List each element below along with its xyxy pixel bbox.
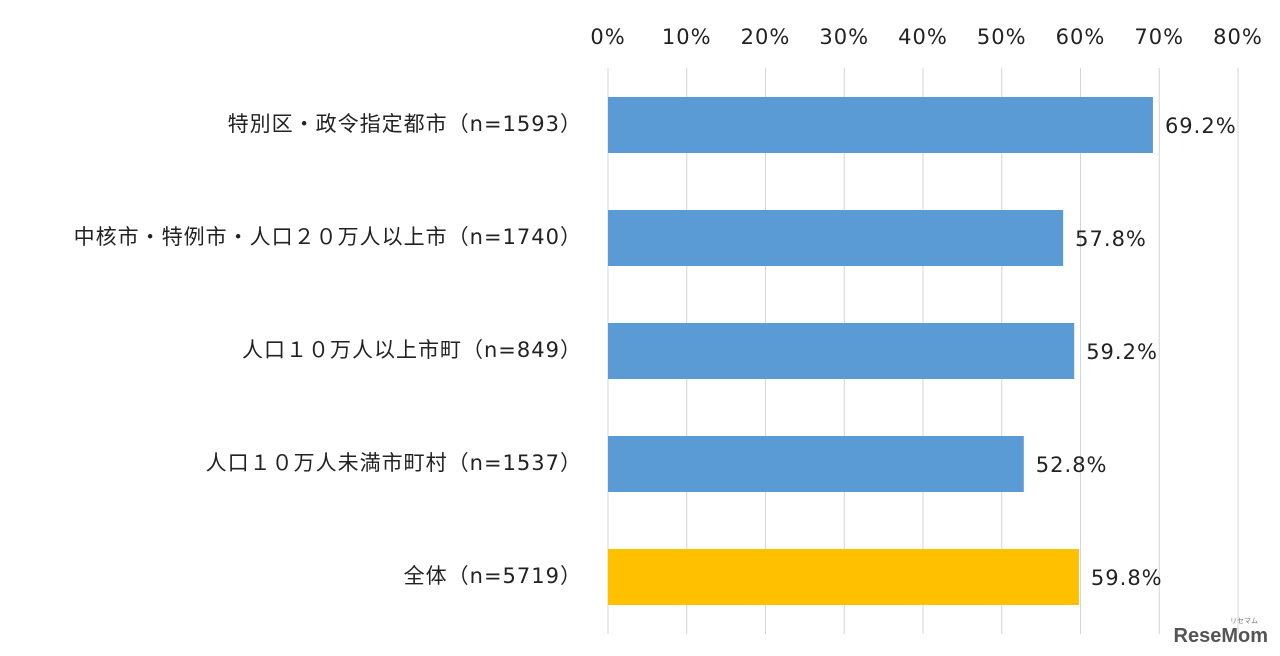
bar [608,549,1079,605]
watermark-logo: ReseMom [1173,625,1268,647]
category-label: 特別区・政令指定都市（n=1593） [228,112,582,136]
x-tick-label: 0% [590,25,625,49]
x-tick-label: 50% [977,25,1027,49]
bar [608,436,1024,492]
category-label: 全体（n=5719） [404,564,582,588]
x-tick-label: 30% [819,25,869,49]
bar [608,97,1153,153]
data-label: 57.8% [1075,227,1147,251]
x-tick-label: 20% [741,25,791,49]
x-tick-label: 10% [662,25,712,49]
category-label: 人口１０万人未満市町村（n=1537） [206,451,582,475]
data-label: 52.8% [1036,453,1108,477]
x-tick-label: 80% [1213,25,1263,49]
category-label: 中核市・特例市・人口２０万人以上市（n=1740） [74,225,582,249]
x-tick-label: 40% [898,25,948,49]
bar [608,210,1064,266]
x-tick-label: 70% [1134,25,1184,49]
data-label: 59.8% [1091,566,1163,590]
watermark-kana: リセマム [1230,617,1258,625]
bar [608,323,1075,379]
data-label: 69.2% [1165,114,1237,138]
x-tick-label: 60% [1056,25,1106,49]
category-label: 人口１０万人以上市町（n=849） [242,338,582,362]
data-label: 59.2% [1086,340,1158,364]
